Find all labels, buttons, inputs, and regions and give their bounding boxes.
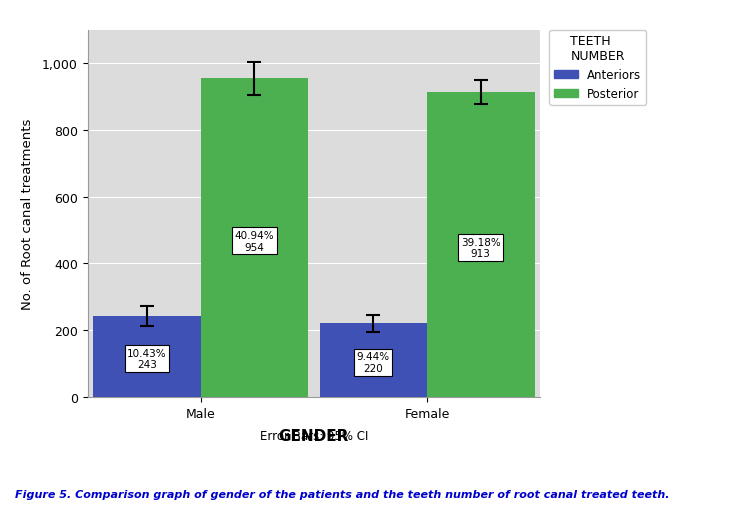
Text: 40.94%
954: 40.94% 954 [234, 231, 274, 252]
Bar [427, 93, 534, 397]
Bar [93, 316, 201, 397]
Bar [201, 79, 308, 397]
X-axis label: GENDER: GENDER [279, 428, 349, 443]
Bar [320, 324, 427, 397]
Legend: Anteriors, Posterior: Anteriors, Posterior [549, 31, 646, 106]
Text: 39.18%
913: 39.18% 913 [461, 237, 501, 259]
Text: Figure 5. Comparison graph of gender of the patients and the teeth number of roo: Figure 5. Comparison graph of gender of … [15, 489, 669, 499]
Y-axis label: No. of Root canal treatments: No. of Root canal treatments [20, 118, 34, 309]
Text: 10.43%
243: 10.43% 243 [127, 348, 167, 370]
Text: 9.44%
220: 9.44% 220 [357, 352, 390, 373]
Text: Error Bars: 95% CI: Error Bars: 95% CI [260, 429, 368, 442]
